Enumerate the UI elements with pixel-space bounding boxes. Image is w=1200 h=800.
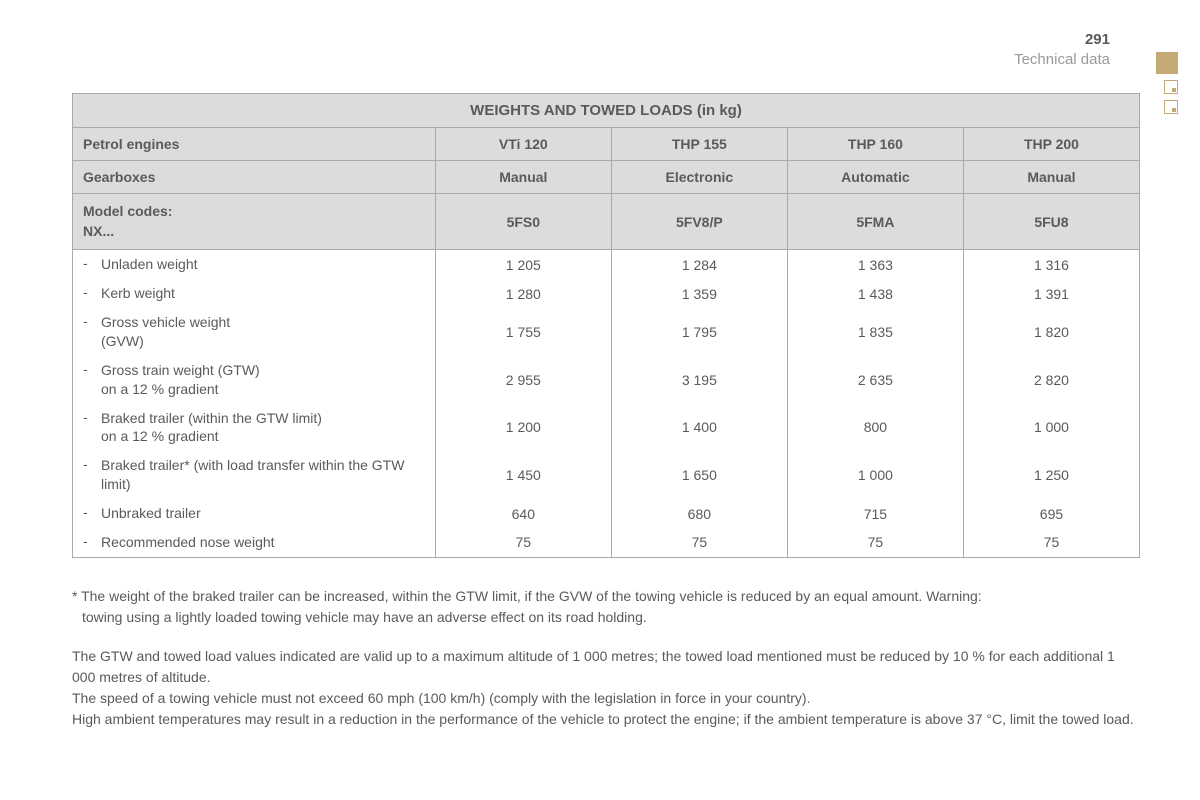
hdr-val: Automatic [787,161,963,194]
table-row: -Braked trailer (within the GTW limit) o… [73,404,1140,452]
row-label-text: Unladen weight [101,255,415,274]
row-label: -Gross train weight (GTW) on a 12 % grad… [73,356,436,404]
row-value: 1 400 [611,404,787,452]
row-value: 2 955 [435,356,611,404]
row-label: -Recommended nose weight [73,528,436,557]
hdr-val: Electronic [611,161,787,194]
row-label: -Unbraked trailer [73,499,436,528]
header-row-codes: Model codes: NX... 5FS0 5FV8/P 5FMA 5FU8 [73,194,1140,250]
bullet-dash: - [81,504,101,520]
bullet-dash: - [81,313,101,329]
row-value: 1 438 [787,279,963,308]
row-value: 75 [435,528,611,557]
row-label-text: Braked trailer (within the GTW limit) on… [101,409,415,447]
row-label-text: Gross vehicle weight (GVW) [101,313,415,351]
hdr-val: THP 200 [963,128,1139,161]
row-value: 1 363 [787,250,963,279]
hdr-val: 5FV8/P [611,194,787,250]
footnotes: * The weight of the braked trailer can b… [72,586,1140,730]
row-value: 2 820 [963,356,1139,404]
header-row-engines: Petrol engines VTi 120 THP 155 THP 160 T… [73,128,1140,161]
bullet-dash: - [81,361,101,377]
footnote-line: towing using a lightly loaded towing veh… [72,607,1140,628]
hdr-val: VTi 120 [435,128,611,161]
row-label: -Braked trailer* (with load transfer wit… [73,451,436,499]
row-label: -Gross vehicle weight (GVW) [73,308,436,356]
row-value: 1 795 [611,308,787,356]
table-row: -Kerb weight1 2801 3591 4381 391 [73,279,1140,308]
row-value: 800 [787,404,963,452]
page-number: 291 [72,30,1110,50]
row-value: 695 [963,499,1139,528]
hdr-label: Model codes: NX... [73,194,436,250]
row-value: 1 000 [963,404,1139,452]
row-value: 1 820 [963,308,1139,356]
row-value: 1 450 [435,451,611,499]
row-label: -Braked trailer (within the GTW limit) o… [73,404,436,452]
row-value: 3 195 [611,356,787,404]
hdr-val: 5FMA [787,194,963,250]
decor-box-solid [1156,52,1178,74]
row-value: 1 391 [963,279,1139,308]
table-row: -Recommended nose weight75757575 [73,528,1140,557]
hdr-val: Manual [963,161,1139,194]
hdr-val: 5FU8 [963,194,1139,250]
row-value: 640 [435,499,611,528]
page-header: 291 Technical data [72,30,1140,69]
row-value: 715 [787,499,963,528]
row-value: 680 [611,499,787,528]
row-value: 1 200 [435,404,611,452]
row-label-text: Braked trailer* (with load transfer with… [101,456,415,494]
bullet-dash: - [81,533,101,549]
table-row: -Unbraked trailer640680715695 [73,499,1140,528]
bullet-dash: - [81,456,101,472]
row-value: 75 [787,528,963,557]
section-label: Technical data [72,50,1110,70]
table-row: -Braked trailer* (with load transfer wit… [73,451,1140,499]
row-value: 1 359 [611,279,787,308]
hdr-val: Manual [435,161,611,194]
bullet-dash: - [81,284,101,300]
corner-decor [1156,52,1178,114]
row-label: -Kerb weight [73,279,436,308]
row-value: 1 205 [435,250,611,279]
weights-table: WEIGHTS AND TOWED LOADS (in kg) Petrol e… [72,93,1140,558]
footnote-line: High ambient temperatures may result in … [72,709,1140,730]
footnote-line: * The weight of the braked trailer can b… [72,586,1140,607]
row-value: 1 316 [963,250,1139,279]
row-value: 75 [611,528,787,557]
row-label-text: Gross train weight (GTW) on a 12 % gradi… [101,361,415,399]
table-row: -Gross vehicle weight (GVW)1 7551 7951 8… [73,308,1140,356]
row-label: -Unladen weight [73,250,436,279]
row-value: 1 284 [611,250,787,279]
footnote-line: The speed of a towing vehicle must not e… [72,688,1140,709]
hdr-label: Petrol engines [73,128,436,161]
hdr-val: THP 155 [611,128,787,161]
decor-box-outline-2 [1164,100,1178,114]
table-row: -Unladen weight1 2051 2841 3631 316 [73,250,1140,279]
table-head: WEIGHTS AND TOWED LOADS (in kg) Petrol e… [73,94,1140,250]
row-value: 1 755 [435,308,611,356]
bullet-dash: - [81,409,101,425]
row-value: 1 650 [611,451,787,499]
hdr-val: 5FS0 [435,194,611,250]
table-title: WEIGHTS AND TOWED LOADS (in kg) [73,94,1140,128]
table-body: -Unladen weight1 2051 2841 3631 316-Kerb… [73,250,1140,558]
decor-box-outline-1 [1164,80,1178,94]
table-row: -Gross train weight (GTW) on a 12 % grad… [73,356,1140,404]
row-value: 1 250 [963,451,1139,499]
row-label-text: Kerb weight [101,284,415,303]
hdr-val: THP 160 [787,128,963,161]
header-row-gearboxes: Gearboxes Manual Electronic Automatic Ma… [73,161,1140,194]
row-label-text: Unbraked trailer [101,504,415,523]
bullet-dash: - [81,255,101,271]
row-value: 1 835 [787,308,963,356]
hdr-label: Gearboxes [73,161,436,194]
row-value: 1 280 [435,279,611,308]
row-value: 1 000 [787,451,963,499]
row-value: 2 635 [787,356,963,404]
footnote-line: The GTW and towed load values indicated … [72,646,1140,688]
row-value: 75 [963,528,1139,557]
row-label-text: Recommended nose weight [101,533,415,552]
